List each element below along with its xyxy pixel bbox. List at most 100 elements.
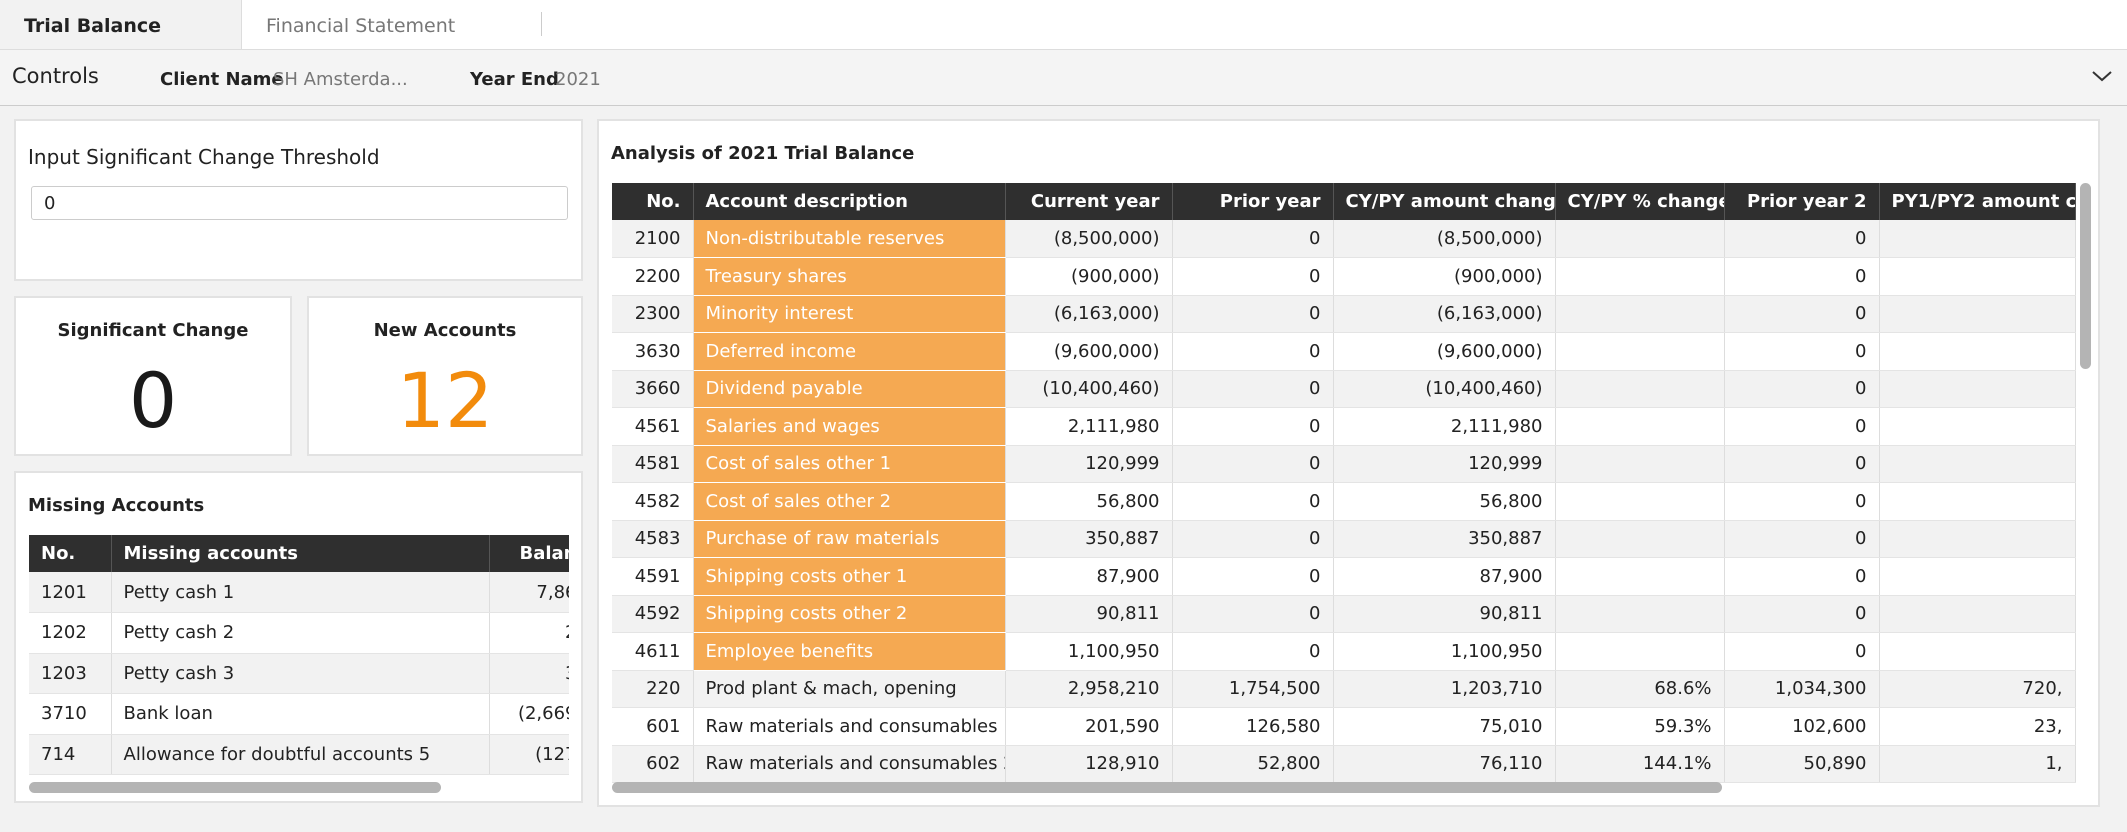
table-cell: 90,811 xyxy=(1005,595,1173,633)
column-header: CY/PY amount change xyxy=(1333,183,1556,220)
table-cell: 0 xyxy=(1172,295,1334,333)
table-cell: (10,400,460) xyxy=(1005,370,1173,408)
threshold-input[interactable]: 0 xyxy=(31,186,568,220)
table-cell xyxy=(1555,332,1725,371)
table-cell: 0 xyxy=(1172,332,1334,371)
controls-bar: Controls Client Name SH Amsterda... Year… xyxy=(0,49,2127,106)
table-cell: 2,111,980 xyxy=(1333,407,1556,446)
table-cell: 23, xyxy=(1879,707,2076,746)
threshold-title: Input Significant Change Threshold xyxy=(28,145,380,169)
table-cell: 714 xyxy=(29,734,112,775)
table-cell: 120,999 xyxy=(1333,445,1556,483)
table-cell: Purchase of raw materials xyxy=(693,520,1006,558)
tab[interactable]: Financial Statement Insights xyxy=(266,15,456,89)
table-cell: 56,800 xyxy=(1005,482,1173,521)
table-cell: (9,600,000) xyxy=(1333,332,1556,371)
table-cell xyxy=(1879,632,2076,671)
table-cell: 144.1% xyxy=(1555,745,1725,783)
table-cell: Shipping costs other 1 xyxy=(693,557,1006,596)
table-cell: 1,203,710 xyxy=(1333,670,1556,708)
table-cell: Bank loan xyxy=(111,693,490,735)
client-value[interactable]: SH Amsterda... xyxy=(273,69,408,90)
table-row: 3630 Deferred income (9,600,000) 0 (9,600,00… xyxy=(612,332,2076,371)
kpi-value: 0 xyxy=(128,356,178,445)
table-cell: (9,600,000) xyxy=(1005,332,1173,371)
missing-title: Missing Accounts xyxy=(28,495,205,516)
table-cell: Shipping costs other 2 xyxy=(693,595,1006,633)
table-cell xyxy=(1879,445,2076,483)
table-cell: 0 xyxy=(1724,557,1880,596)
column-header: PY1/PY2 amount cha xyxy=(1879,183,2076,220)
tab[interactable]: Trial Balance Insights xyxy=(0,0,242,89)
table-cell: Deferred income xyxy=(693,332,1006,371)
table-cell: 4583 xyxy=(612,520,694,558)
scrollbar[interactable] xyxy=(29,782,441,793)
client-label: Client Name xyxy=(160,69,284,90)
table-cell: (6,163,000) xyxy=(1005,295,1173,333)
table-cell: 3 xyxy=(489,653,569,694)
table-cell: Cost of sales other 2 xyxy=(693,482,1006,521)
table-cell: 0 xyxy=(1172,632,1334,671)
table-cell xyxy=(1555,482,1725,521)
table-cell: 0 xyxy=(1172,557,1334,596)
table-cell: 2100 xyxy=(612,220,694,258)
header-row: No. Account description Current year Prior … xyxy=(612,183,2076,220)
table-cell: Non-distributable reserves xyxy=(693,220,1006,258)
table-cell: Petty cash 3 xyxy=(111,653,490,694)
table-cell xyxy=(1879,257,2076,296)
scrollbar[interactable] xyxy=(612,782,1722,793)
table-cell: 0 xyxy=(1172,482,1334,521)
controls-title: Controls xyxy=(12,64,99,88)
threshold-panel: Input Significant Change Threshold 0 xyxy=(14,119,583,281)
table-cell: Cost of sales other 1 xyxy=(693,445,1006,483)
table-cell: 0 xyxy=(1172,370,1334,408)
table-cell: 4611 xyxy=(612,632,694,671)
column-header: Account description xyxy=(693,183,1006,220)
table-cell: 3710 xyxy=(29,693,112,735)
table-row: 4591 Shipping costs other 1 87,900 0 87,900 0 xyxy=(612,557,2076,596)
table-cell: 1201 xyxy=(29,572,112,613)
table-cell: 0 xyxy=(1724,407,1880,446)
table-cell: Petty cash 2 xyxy=(111,612,490,654)
table-cell: (127 xyxy=(489,734,569,775)
header-row: No.Missing accountsBalan xyxy=(29,535,569,572)
scrollbar[interactable] xyxy=(2080,183,2091,369)
table-cell: Raw materials and consumables 1 xyxy=(693,707,1006,746)
table-cell: (900,000) xyxy=(1005,257,1173,296)
table-cell: 4582 xyxy=(612,482,694,521)
table-cell xyxy=(1555,295,1725,333)
table-cell: 0 xyxy=(1724,220,1880,258)
table-cell xyxy=(1879,295,2076,333)
table-row: 2200 Treasury shares (900,000) 0 (900,000) 0 xyxy=(612,257,2076,296)
table: No. Account description Current year Prior … xyxy=(612,183,2076,783)
table-cell: 90,811 xyxy=(1333,595,1556,633)
table-cell: 128,910 xyxy=(1005,745,1173,783)
year-value[interactable]: 2021 xyxy=(555,69,601,90)
expand-chevron[interactable] xyxy=(2090,66,2114,86)
table-cell xyxy=(1555,407,1725,446)
table-row: 4583 Purchase of raw materials 350,887 0 350… xyxy=(612,520,2076,558)
table-cell: 0 xyxy=(1724,632,1880,671)
table: No.Missing accountsBalan1201Petty cash 1… xyxy=(29,535,569,775)
table-cell: 0 xyxy=(1172,257,1334,296)
table-cell xyxy=(1879,557,2076,596)
kpi-title: New Accounts xyxy=(373,320,517,341)
table-row: 4582 Cost of sales other 2 56,800 0 56,800 0 xyxy=(612,482,2076,521)
table-cell: 601 xyxy=(612,707,694,746)
table-cell xyxy=(1879,370,2076,408)
table-cell: 0 xyxy=(1724,482,1880,521)
table-cell: 0 xyxy=(1724,520,1880,558)
table-cell: 0 xyxy=(1724,445,1880,483)
table-cell: 201,590 xyxy=(1005,707,1173,746)
table-cell: 0 xyxy=(1172,595,1334,633)
table-cell: 2 xyxy=(489,612,569,654)
column-header: Balan xyxy=(489,535,569,572)
table-cell: Salaries and wages xyxy=(693,407,1006,446)
table-cell: 0 xyxy=(1172,407,1334,446)
table-cell: 2200 xyxy=(612,257,694,296)
table-row: 4592 Shipping costs other 2 90,811 0 90,811 0 xyxy=(612,595,2076,633)
